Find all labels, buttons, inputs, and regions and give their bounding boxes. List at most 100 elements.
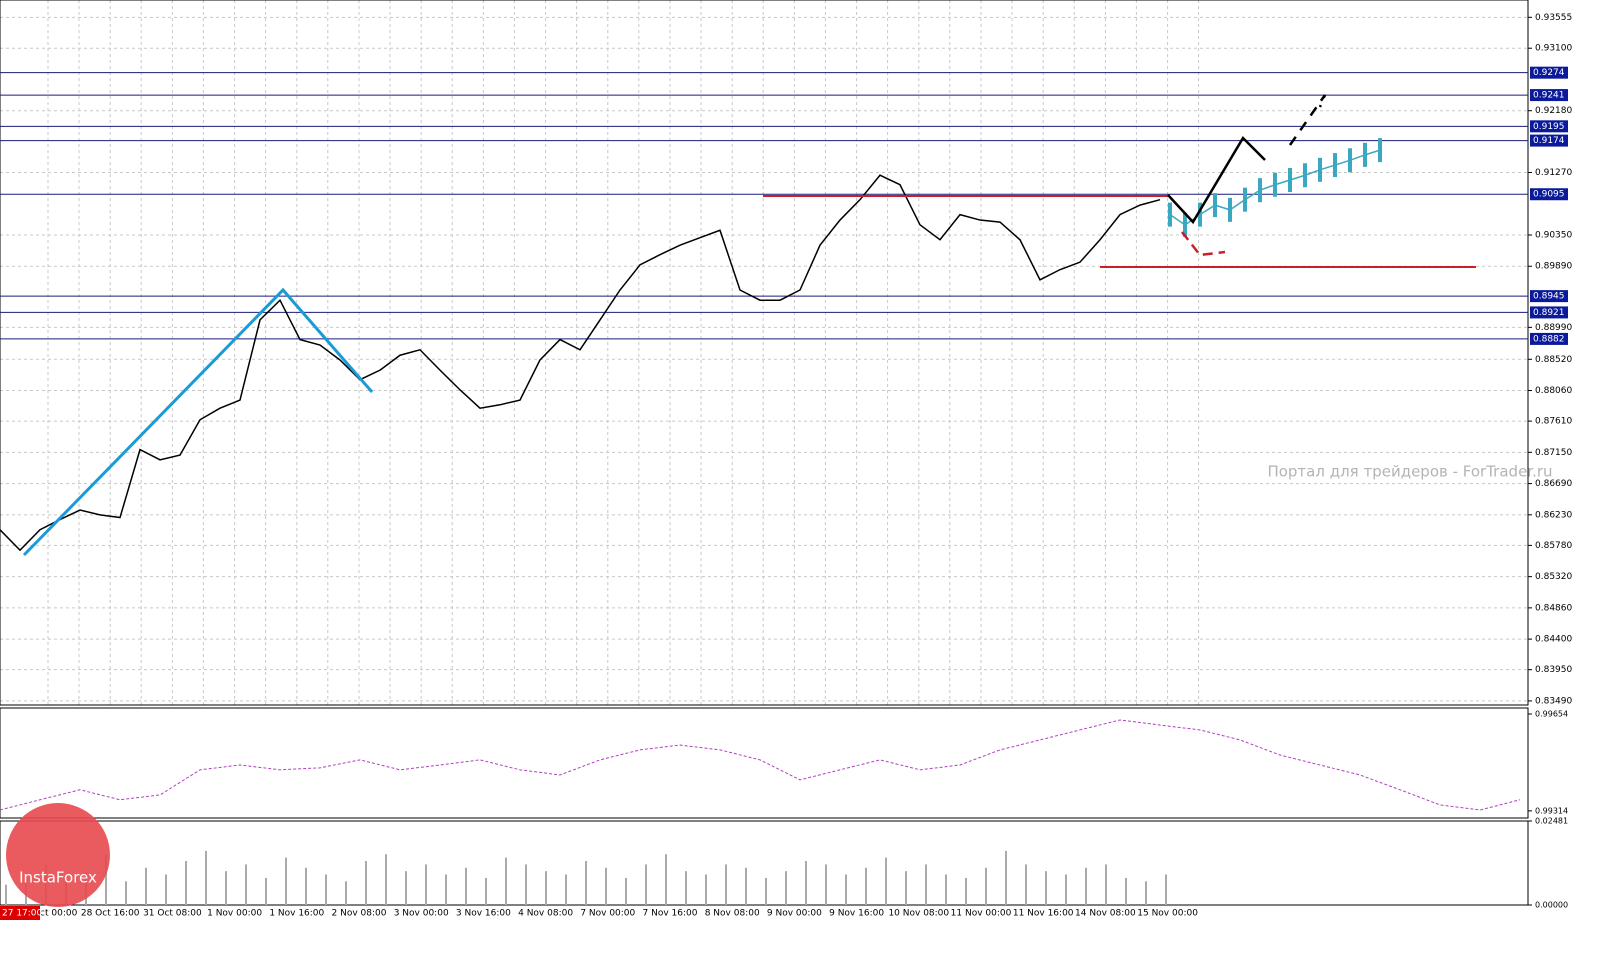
volume-bar xyxy=(145,867,147,905)
time-label: 14 Nov 08:00 xyxy=(1075,909,1136,919)
level-label: 0.9195 xyxy=(1533,122,1565,132)
volume-bar xyxy=(225,871,227,905)
volume-bar xyxy=(1085,867,1087,905)
volume-bar xyxy=(385,854,387,905)
logo: InstaForex xyxy=(6,803,110,907)
volume-bar xyxy=(305,867,307,905)
volume-bar xyxy=(725,864,727,905)
volume-bar xyxy=(125,881,127,905)
price-tick-label: 0.89890 xyxy=(1535,262,1572,272)
volume-bar xyxy=(365,860,367,905)
volume-bar xyxy=(625,877,627,905)
volume-bar xyxy=(285,857,287,905)
volume-bar xyxy=(245,864,247,905)
time-label: 2 Nov 08:00 xyxy=(332,909,387,919)
volume-bar xyxy=(1005,850,1007,905)
volume-bar xyxy=(1065,874,1067,905)
volume-tick-label: 0.00000 xyxy=(1535,901,1568,910)
level-box xyxy=(1530,332,1568,345)
price-tick-label: 0.86230 xyxy=(1535,510,1572,520)
price-tick-label: 0.84860 xyxy=(1535,603,1572,613)
volume-bar xyxy=(925,864,927,905)
volume-bar xyxy=(665,854,667,905)
price-tick-label: 0.84400 xyxy=(1535,635,1572,645)
level-box xyxy=(1530,134,1568,147)
volume-bar xyxy=(765,877,767,905)
volume-bar xyxy=(705,874,707,905)
cursor-time-box xyxy=(0,906,40,920)
price-tick-label: 0.87150 xyxy=(1535,448,1572,458)
volume-bar xyxy=(325,874,327,905)
indicator-tick-label: 0.99314 xyxy=(1535,806,1568,815)
level-label: 0.9095 xyxy=(1533,190,1565,200)
time-label: 8 Nov 08:00 xyxy=(705,909,760,919)
volume-bar xyxy=(5,884,7,905)
price-line xyxy=(0,174,1161,552)
volume-bar xyxy=(585,860,587,905)
volume-bar xyxy=(825,864,827,905)
price-tick-label: 0.86690 xyxy=(1535,479,1572,489)
level-label: 0.8882 xyxy=(1533,334,1565,344)
volume-bar xyxy=(445,874,447,905)
time-label: 11 Nov 00:00 xyxy=(951,909,1012,919)
logo-badge xyxy=(6,803,110,907)
logo-text: InstaForex xyxy=(19,869,97,887)
volume-bar xyxy=(165,874,167,905)
level-box xyxy=(1530,66,1568,79)
volume-bar xyxy=(1125,877,1127,905)
time-label: 1 Nov 00:00 xyxy=(207,909,262,919)
volume-bar xyxy=(745,867,747,905)
indicator-tick-label: 0.99654 xyxy=(1535,709,1568,718)
level-label: 0.8945 xyxy=(1533,292,1565,302)
volume-bar xyxy=(205,850,207,905)
volume-bar xyxy=(465,867,467,905)
time-label: 15 Nov 00:00 xyxy=(1137,909,1198,919)
price-tick-label: 0.90350 xyxy=(1535,231,1572,241)
price-panel xyxy=(0,0,1529,706)
price-tick-label: 0.88060 xyxy=(1535,386,1572,396)
trend-lines xyxy=(22,287,374,557)
price-tick-label: 0.83490 xyxy=(1535,696,1572,706)
price-tick-label: 0.88520 xyxy=(1535,355,1572,365)
pullback-arrow xyxy=(1181,231,1226,257)
volume-bar xyxy=(845,874,847,905)
level-box xyxy=(1530,89,1568,102)
volume-bar xyxy=(1165,874,1167,905)
time-label: 7 Nov 16:00 xyxy=(643,909,698,919)
volume-bar xyxy=(105,854,107,905)
time-label: 9 Nov 16:00 xyxy=(829,909,884,919)
level-box xyxy=(1530,188,1568,201)
level-label: 0.9241 xyxy=(1533,91,1565,101)
price-tick-label: 0.85320 xyxy=(1535,572,1572,582)
volume-bar xyxy=(1025,864,1027,905)
watermark: Портал для трейдеров - ForTrader.ru xyxy=(1267,463,1552,481)
time-label: 11 Nov 16:00 xyxy=(1013,909,1074,919)
volume-bar xyxy=(265,877,267,905)
volume-bar xyxy=(905,871,907,905)
level-box xyxy=(1530,306,1568,319)
volume-bar xyxy=(865,867,867,905)
volume-bar xyxy=(545,871,547,905)
time-label: 3 Nov 16:00 xyxy=(456,909,511,919)
time-label: 28 Oct 00:00 xyxy=(19,909,78,919)
indicator-panel xyxy=(0,707,1529,819)
volume-bar xyxy=(805,860,807,905)
level-label: 0.8921 xyxy=(1533,308,1565,318)
volume-bar xyxy=(685,871,687,905)
time-label: 9 Nov 00:00 xyxy=(767,909,822,919)
level-box xyxy=(1530,290,1568,303)
level-label: 0.9274 xyxy=(1533,68,1565,78)
volume-bar xyxy=(605,867,607,905)
forecast-arrow xyxy=(1288,94,1327,146)
time-label: 1 Nov 16:00 xyxy=(269,909,324,919)
indicator-line xyxy=(0,719,1521,811)
volume-bar xyxy=(565,874,567,905)
price-tick-label: 0.92180 xyxy=(1535,106,1572,116)
volume-bar xyxy=(1045,871,1047,905)
level-label: 0.9174 xyxy=(1533,136,1565,146)
cursor-time: 27 17:00 xyxy=(2,909,43,919)
price-tick-label: 0.88990 xyxy=(1535,323,1572,333)
price-tick-label: 0.91270 xyxy=(1535,168,1572,178)
volume-bar xyxy=(1105,864,1107,905)
